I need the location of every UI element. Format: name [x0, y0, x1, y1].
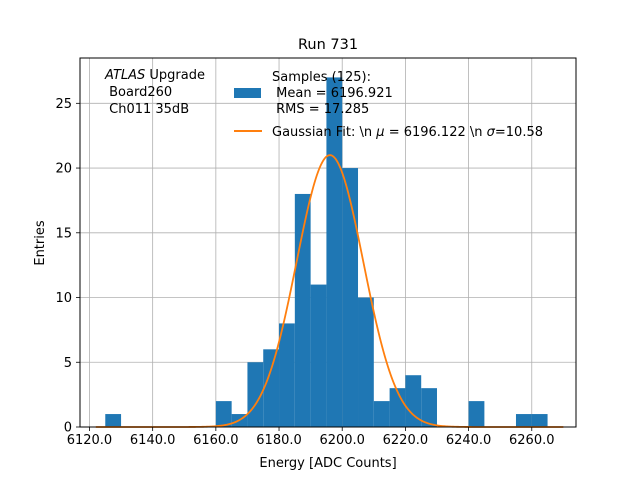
legend-hist-rms: RMS = 17.285 — [272, 102, 369, 117]
legend-fit-sigma: σ — [487, 125, 496, 140]
y-tick-label: 15 — [55, 226, 72, 241]
legend-fit-mu: μ — [375, 125, 384, 140]
x-tick-label: 6180.0 — [256, 433, 302, 448]
x-tick-label: 6160.0 — [193, 433, 239, 448]
histogram-bar — [531, 414, 548, 427]
x-axis-label: Energy [ADC Counts] — [259, 456, 396, 471]
annotation-upgrade: Upgrade — [145, 68, 205, 83]
svg-text:ATLAS Upgrade: ATLAS Upgrade — [104, 68, 205, 83]
y-tick-label: 25 — [55, 97, 72, 112]
y-tick-label: 10 — [55, 291, 72, 306]
legend-fit-prefix: Gaussian Fit: \n — [272, 125, 376, 140]
annotation-atlas: ATLAS — [104, 68, 145, 83]
histogram-bar — [342, 168, 359, 428]
histogram-bar — [105, 414, 122, 427]
x-tick-label: 6220.0 — [383, 433, 429, 448]
legend: Samples (125): Mean = 6196.921 RMS = 17.… — [234, 70, 543, 140]
histogram-bar — [373, 401, 390, 427]
plot-frame — [79, 57, 577, 428]
chart-title: Run 731 — [298, 37, 358, 53]
legend-hist-mean: Mean = 6196.921 — [272, 86, 393, 101]
histogram-bar — [310, 284, 327, 427]
x-tick-label: 6200.0 — [319, 433, 365, 448]
annotation-text: ATLAS Upgrade Board260 Ch011 35dB — [104, 68, 205, 117]
x-tick-label: 6240.0 — [446, 433, 492, 448]
legend-fit-suffix: =10.58 — [495, 125, 543, 140]
annotation-channel: Ch011 35dB — [105, 102, 189, 117]
histogram-bar — [421, 388, 437, 427]
histogram-bar — [515, 414, 532, 427]
legend-hist-name: Samples (125): — [272, 70, 371, 85]
histogram-bar — [468, 401, 485, 427]
annotation-board: Board260 — [105, 85, 172, 100]
histogram-bar — [263, 349, 280, 427]
y-axis-label: Entries — [33, 220, 48, 266]
x-tick-label: 6260.0 — [509, 433, 555, 448]
x-tick-label: 6140.0 — [130, 433, 176, 448]
histogram-bar — [279, 323, 295, 427]
histogram-bar — [215, 401, 232, 427]
y-tick-label: 20 — [55, 162, 72, 177]
legend-fit-label: Gaussian Fit: \n μ = 6196.122 \n σ=10.58 — [272, 125, 543, 140]
histogram-bar — [405, 375, 422, 427]
histogram-bar — [389, 388, 406, 427]
x-axis: 6120.0 6140.0 6160.0 6180.0 6200.0 6220.0 6240… — [67, 427, 555, 448]
legend-fit-middle: = 6196.122 \n — [385, 125, 487, 140]
y-tick-label: 0 — [64, 421, 72, 436]
x-tick-label: 6120.0 — [67, 433, 113, 448]
y-tick-label: 5 — [64, 356, 72, 371]
histogram-bar — [358, 297, 374, 427]
legend-hist-swatch — [234, 88, 261, 98]
y-axis: 0 5 10 15 20 25 — [55, 97, 80, 436]
